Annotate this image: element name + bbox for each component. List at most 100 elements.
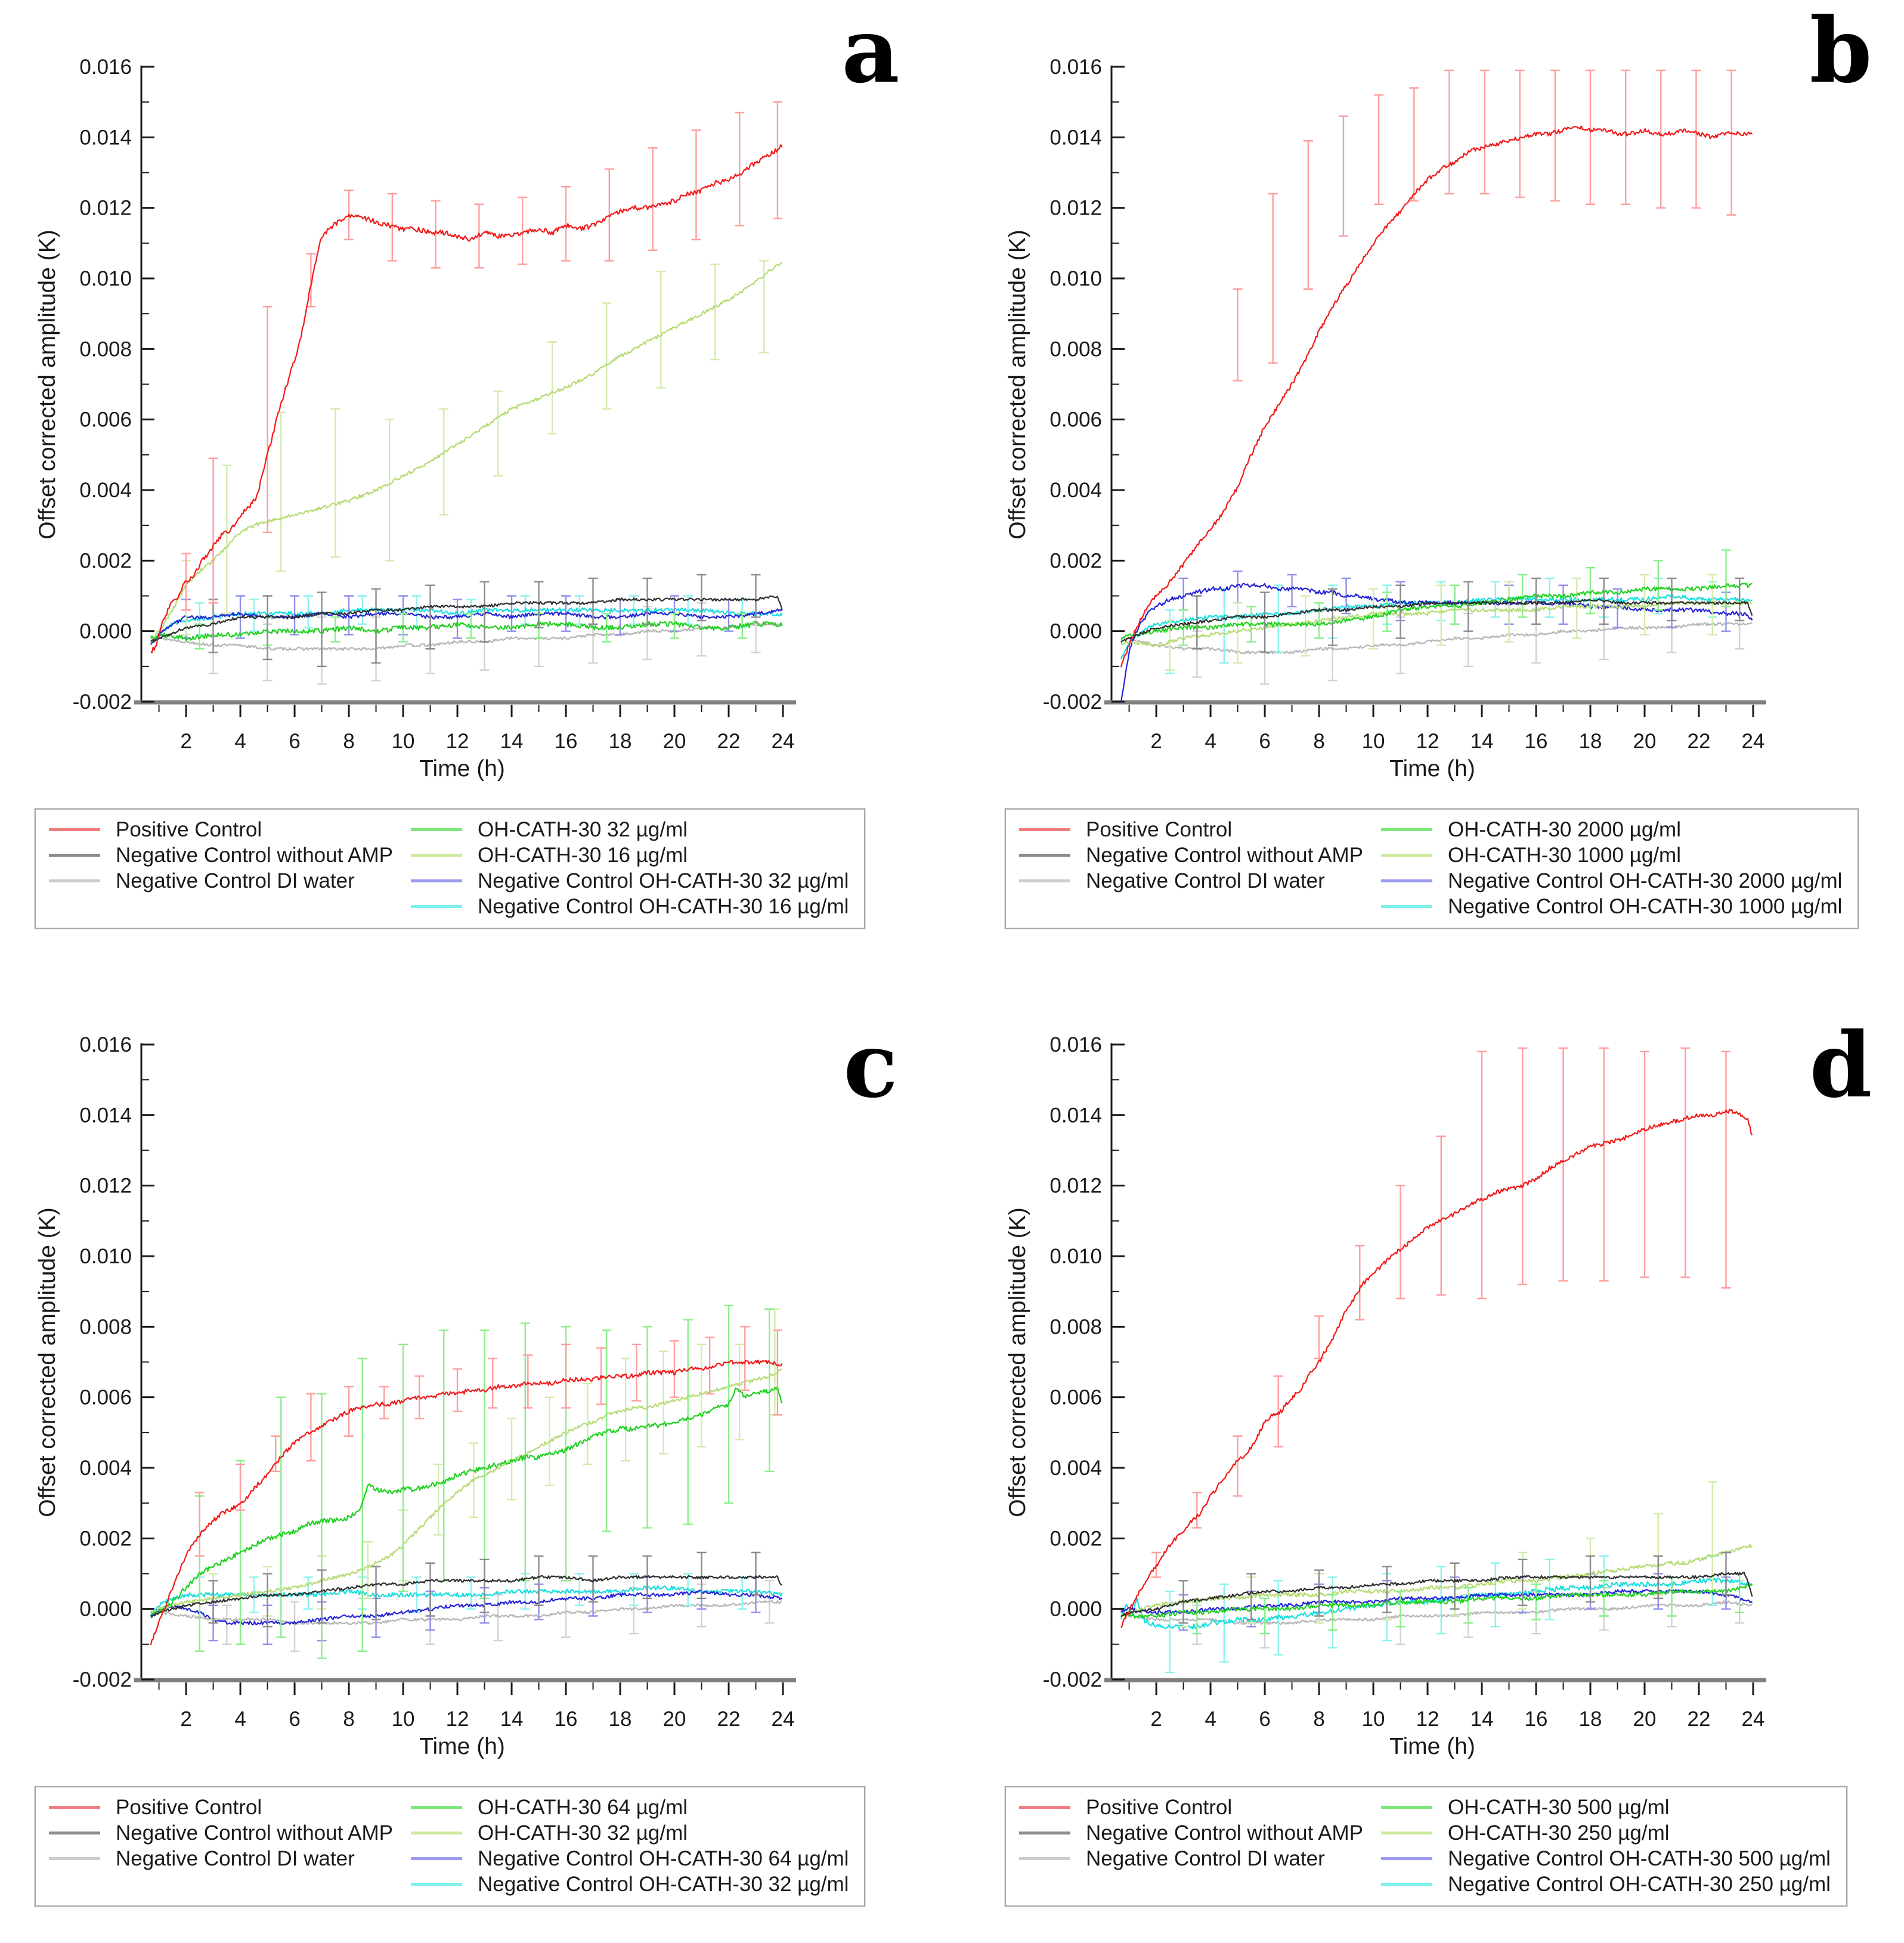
error-bar [759,260,769,354]
error-bar [1531,577,1541,625]
y-tick-label: 0.000 [79,620,132,643]
error-bar [479,1330,490,1600]
y-tick-label: 0.008 [1049,337,1102,361]
error-bar [290,595,300,636]
y-tick-label: 0.008 [79,1315,132,1338]
legend-item: OH-CATH-30 1000 µg/ml [1380,842,1842,868]
x-tick-label: 8 [1313,730,1324,751]
error-bar [604,168,614,262]
error-bar [1586,1555,1596,1603]
error-bar [1436,1135,1446,1296]
legend-line-swatch [410,828,462,831]
x-tick-label: 14 [1470,730,1494,751]
legend-item: OH-CATH-30 16 µg/ml [410,842,849,868]
legend-item: Negative Control OH-CATH-30 1000 µg/ml [1380,894,1842,919]
legend-line-swatch [410,1832,462,1834]
y-tick-label: -0.002 [73,1668,132,1691]
x-tick-label: 16 [1525,1708,1548,1729]
y-tick-label: 0.000 [1049,1598,1102,1621]
x-tick-label: 4 [1205,730,1216,751]
legend-item: OH-CATH-30 32 µg/ml [410,1820,849,1846]
series-line-2 [150,1589,783,1626]
legend-label: Positive Control [116,1795,262,1819]
panel-letter-c: c [843,1013,898,1118]
x-tick-label: 2 [1150,1708,1162,1729]
legend-item: Negative Control OH-CATH-30 2000 µg/ml [1380,868,1842,894]
series-line-5 [1120,598,1753,643]
error-bar [696,1343,707,1448]
error-bar [1544,577,1555,618]
legend-label: Negative Control OH-CATH-30 32 µg/ml [477,869,849,893]
error-bar [1518,1558,1528,1606]
y-tick-label: 0.008 [1049,1315,1102,1338]
y-tick-label: 0.008 [79,337,132,361]
y-tick-label: 0.004 [79,1457,132,1480]
legend-item: OH-CATH-30 64 µg/ml [410,1795,849,1820]
legend-line-swatch [49,1806,100,1809]
error-bar [271,1435,281,1473]
error-bar [1518,574,1528,618]
legend-item: Negative Control without AMP [49,842,393,868]
y-tick-label: 0.012 [1049,1175,1102,1198]
error-bar [1246,1573,1256,1620]
x-tick-label: 14 [500,730,524,751]
error-bar [493,391,503,477]
legend-item: Negative Control OH-CATH-30 32 µg/ml [410,1871,849,1897]
series-line-5 [150,595,783,642]
legend-box-a: Positive Control Negative Control without… [33,808,866,929]
error-bar [561,1343,571,1409]
error-bar [1558,1047,1568,1282]
error-bar [696,1551,707,1600]
error-bar [1599,1047,1609,1282]
x-tick-label: 10 [392,1708,415,1729]
legend-item: Positive Control [49,817,393,842]
error-bar [1341,577,1351,615]
error-bar [1374,94,1384,205]
error-bar [588,1555,598,1603]
error-bar [1303,140,1313,290]
legend-column-right: OH-CATH-30 32 µg/ml OH-CATH-30 16 µg/ml Ne… [410,817,849,919]
panel-c: -0.002 0.000 0.002 0.004 0.006 0.008 0.010 0.01… [0,978,934,1943]
y-tick-label: 0.010 [79,1245,132,1268]
y-tick-label: 0.016 [1049,55,1102,79]
x-tick-label: 16 [555,1708,578,1729]
panel-a: -0.002 0.000 0.002 0.004 0.006 0.008 0.010 0.01… [0,0,934,972]
x-tick-label: 24 [772,1708,795,1729]
legend-item: OH-CATH-30 500 µg/ml [1380,1795,1831,1820]
x-tick-label: 8 [1313,1708,1324,1729]
legend-item: Negative Control DI water [1019,1846,1363,1871]
error-bar [735,111,745,227]
series-line-6 [150,1359,783,1645]
legend-line-swatch [410,854,462,857]
legend-label: Negative Control without AMP [1086,1821,1363,1845]
legend-item: Negative Control OH-CATH-30 32 µg/ml [410,868,849,894]
error-bar [1518,1047,1528,1285]
error-bar [439,1330,449,1582]
y-tick-label: 0.000 [1049,620,1102,643]
error-bar [1444,69,1454,195]
legend-line-swatch [1380,879,1432,882]
error-bar [1640,1050,1650,1278]
error-bar [705,1336,715,1395]
x-tick-label: 8 [343,730,354,751]
error-bar [735,1343,745,1440]
error-bar [306,253,316,308]
error-bar [547,341,558,435]
x-tick-label: 2 [1150,730,1162,751]
error-bar [1726,69,1736,216]
x-tick-label: 14 [1470,1708,1494,1729]
legend-line-swatch [1019,828,1070,831]
legend-line-swatch [1019,1832,1070,1834]
series-line-1 [150,607,783,643]
error-bar [1382,591,1392,632]
error-bar [1327,1594,1338,1631]
x-tick-label: 20 [1633,730,1657,751]
error-bar [1621,69,1631,205]
x-tick-label: 2 [180,1708,191,1729]
error-bar [276,411,286,572]
error-bar [1395,584,1405,639]
x-tick-label: 10 [1362,1708,1385,1729]
y-tick-label: 0.006 [79,408,132,432]
error-bar [1550,69,1560,202]
series-line-4 [1120,1583,1753,1619]
